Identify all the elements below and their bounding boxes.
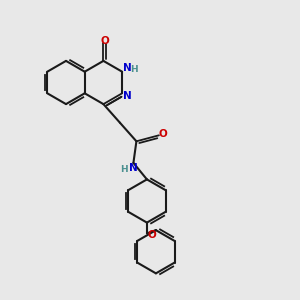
Text: N: N [123, 63, 132, 73]
Text: O: O [148, 230, 156, 240]
Text: N: N [123, 91, 132, 101]
Text: O: O [100, 36, 109, 46]
Text: H: H [130, 65, 137, 74]
Text: O: O [158, 129, 167, 139]
Text: N: N [129, 163, 138, 173]
Text: H: H [120, 165, 127, 174]
